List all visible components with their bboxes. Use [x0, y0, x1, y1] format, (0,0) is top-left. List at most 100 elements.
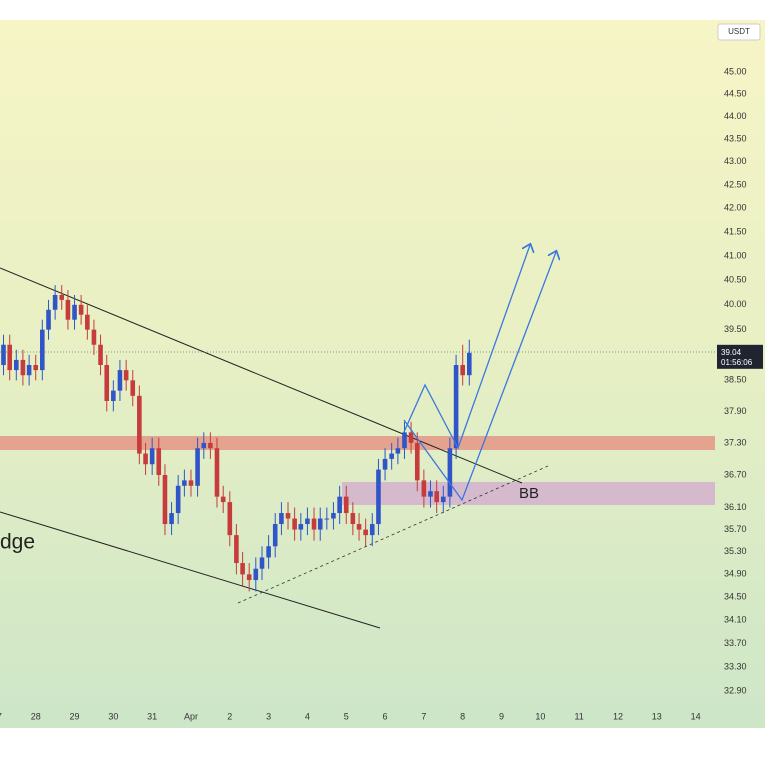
- candle-body: [369, 524, 375, 536]
- projection-arrow: [403, 252, 556, 502]
- candle-body: [175, 485, 181, 514]
- y-tick-label: 44.50: [724, 88, 747, 98]
- y-tick-label: 35.30: [724, 546, 747, 556]
- y-tick-label: 42.50: [724, 179, 747, 189]
- x-tick-label: 9: [499, 711, 504, 721]
- last-price: 39.04: [721, 348, 742, 357]
- trendline-lower: [0, 511, 381, 629]
- y-tick-label: 44.00: [724, 111, 747, 121]
- support-line: [237, 465, 549, 604]
- candle-body: [98, 344, 103, 366]
- candle-body: [246, 574, 252, 581]
- candle-body: [402, 432, 407, 449]
- y-tick-label: 43.50: [724, 133, 747, 143]
- candle-body: [20, 359, 26, 376]
- candle-body: [201, 442, 207, 449]
- candle-body: [234, 535, 239, 564]
- candle-body: [428, 491, 433, 497]
- candle-body: [162, 474, 168, 525]
- candle-body: [220, 496, 226, 503]
- x-tick-label: 11: [574, 711, 583, 721]
- x-tick-label: 10: [535, 711, 545, 721]
- x-tick-label: 7: [421, 711, 426, 721]
- x-tick-label: 2: [227, 711, 232, 721]
- candle-body: [259, 557, 265, 569]
- candle-body: [343, 496, 349, 514]
- x-tick-label: 30: [108, 711, 118, 721]
- x-tick-label: 13: [652, 711, 662, 721]
- candle-body: [414, 442, 420, 481]
- candle-body: [111, 390, 116, 401]
- candle-body: [78, 304, 84, 315]
- candle-body: [1, 344, 6, 366]
- x-tick-label: 3: [266, 711, 271, 721]
- y-tick-label: 33.30: [724, 662, 747, 672]
- candle-body: [434, 491, 439, 503]
- currency: USDT: [728, 27, 750, 36]
- candle-body: [14, 359, 19, 371]
- candle-body: [137, 395, 142, 454]
- candle-body: [311, 518, 317, 530]
- candle-body: [382, 458, 388, 470]
- candle-body: [26, 365, 32, 376]
- x-tick-label: 4: [305, 711, 310, 721]
- y-tick-label: 40.00: [724, 299, 747, 309]
- candle-body: [356, 524, 362, 530]
- candle-body: [453, 365, 459, 449]
- candle-body: [156, 448, 162, 475]
- candle-body: [298, 524, 304, 530]
- candle-body: [305, 518, 310, 525]
- x-tick-label: Apr: [184, 711, 198, 721]
- candle-body: [363, 529, 368, 536]
- x-tick-label: 28: [31, 711, 41, 721]
- candle-body: [376, 469, 381, 525]
- candle-body: [195, 448, 200, 486]
- y-tick-label: 38.50: [724, 375, 747, 385]
- candle-body: [46, 309, 51, 330]
- candle-body: [91, 329, 97, 345]
- candle-body: [324, 518, 330, 520]
- candle-body: [52, 294, 58, 310]
- candle-body: [466, 352, 472, 376]
- candle-body: [188, 480, 194, 486]
- candle-body: [440, 496, 446, 503]
- candles: [1, 285, 472, 592]
- candle-body: [85, 314, 90, 330]
- projection-arrow: [403, 245, 530, 450]
- candle-body: [408, 432, 414, 443]
- candle-body: [182, 480, 187, 486]
- background: [0, 20, 765, 728]
- candle-body: [272, 524, 278, 547]
- countdown: 01:56:06: [721, 358, 753, 367]
- axes: 45.00 44.50 44.00 43.50 43.00 42.50 42.00 41.50…: [0, 66, 763, 721]
- candle-body: [59, 294, 65, 300]
- candle-body: [285, 513, 291, 519]
- candle-body: [253, 568, 259, 581]
- candle-body: [149, 448, 155, 465]
- annotation: dge: [0, 531, 35, 554]
- y-tick-label: 34.90: [724, 569, 747, 579]
- x-tick-label: 6: [383, 711, 388, 721]
- candle-body: [337, 496, 342, 514]
- candle-body: [130, 380, 136, 396]
- last-price-box: [717, 344, 763, 369]
- candle-body: [447, 448, 453, 497]
- x-tick-label: 5: [344, 711, 349, 721]
- candle-body: [123, 370, 129, 381]
- candle-body: [331, 513, 336, 519]
- y-tick-label: 32.90: [724, 685, 747, 695]
- y-tick-label: 36.70: [724, 469, 747, 479]
- candle-body: [7, 344, 13, 371]
- x-tick-label: 31: [147, 711, 157, 721]
- candle-body: [143, 453, 148, 465]
- currency-box: [717, 23, 761, 41]
- candle-body: [317, 518, 323, 530]
- candle-body: [350, 513, 356, 525]
- x-tick-label: 8: [460, 711, 465, 721]
- y-tick-label: 41.50: [724, 226, 747, 236]
- candle-body: [214, 448, 220, 497]
- candle-body: [169, 513, 174, 525]
- annotation: BB: [519, 485, 539, 502]
- y-tick-label: 36.10: [724, 502, 747, 512]
- candle-body: [208, 442, 213, 449]
